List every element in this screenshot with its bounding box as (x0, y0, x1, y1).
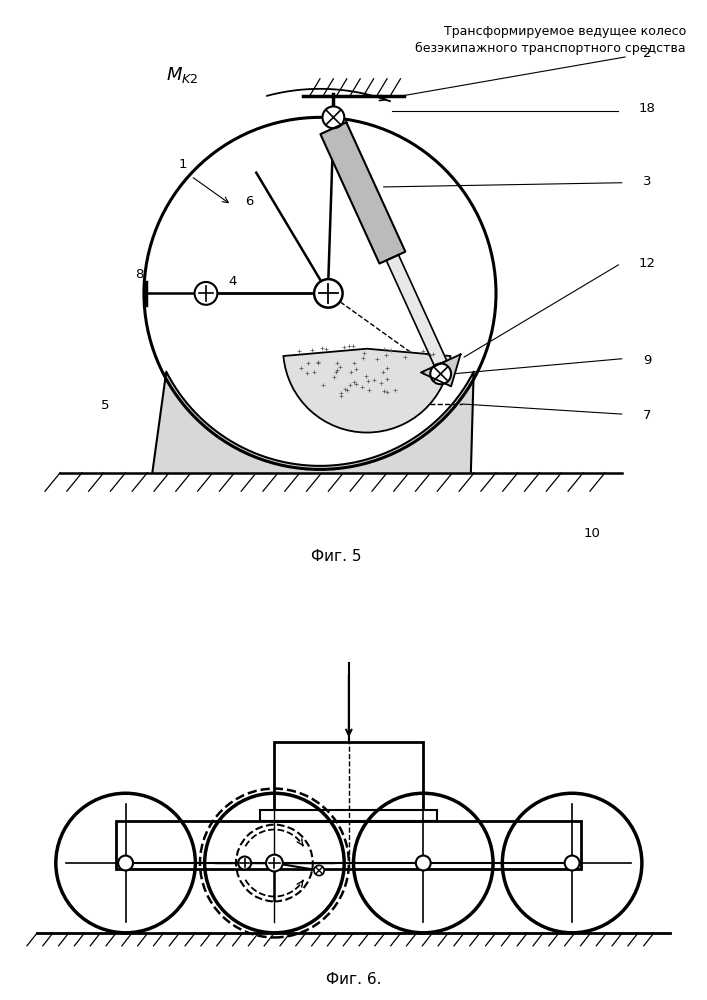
Text: Трансформируемое ведущее колесо: Трансформируемое ведущее колесо (443, 25, 686, 38)
Polygon shape (152, 372, 474, 473)
Circle shape (194, 282, 217, 305)
Circle shape (118, 856, 133, 870)
Text: 11: 11 (350, 351, 367, 364)
Text: 5: 5 (101, 399, 110, 412)
Bar (260, 810, 437, 821)
Text: безэкипажного транспортного средства: безэкипажного транспортного средства (415, 42, 686, 55)
Text: 8: 8 (135, 268, 143, 281)
Text: 6: 6 (245, 195, 254, 208)
Text: 4: 4 (228, 275, 237, 288)
Text: 3: 3 (643, 175, 651, 188)
Text: 1: 1 (178, 158, 187, 171)
Text: 2: 2 (643, 47, 651, 60)
Polygon shape (386, 255, 447, 366)
Text: 12: 12 (638, 257, 655, 270)
Text: 10: 10 (583, 527, 600, 540)
Circle shape (238, 857, 251, 870)
Text: $\mathit{M}_{\mathit{K2}}$: $\mathit{M}_{\mathit{K2}}$ (166, 65, 199, 85)
Text: 9: 9 (643, 354, 651, 367)
Text: Фиг. 5: Фиг. 5 (312, 549, 362, 564)
Bar (274, 742, 423, 821)
Text: 18: 18 (638, 102, 655, 115)
Polygon shape (320, 122, 405, 264)
Circle shape (314, 279, 343, 308)
Circle shape (266, 855, 283, 871)
Circle shape (314, 865, 325, 876)
Text: Фиг. 6.: Фиг. 6. (326, 972, 381, 987)
Circle shape (416, 856, 431, 870)
Circle shape (431, 363, 451, 384)
Bar (116, 821, 581, 869)
Wedge shape (284, 349, 450, 433)
Polygon shape (421, 354, 460, 386)
Text: 7: 7 (643, 409, 651, 422)
Circle shape (322, 106, 344, 128)
Circle shape (565, 856, 580, 870)
